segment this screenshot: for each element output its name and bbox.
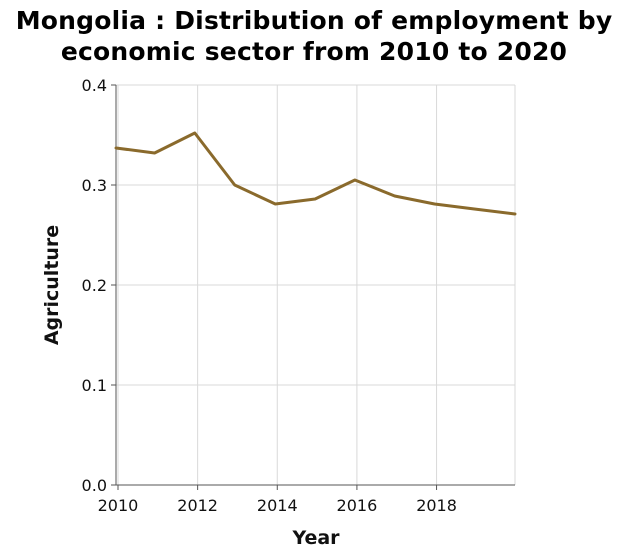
data-point [233, 184, 236, 187]
x-tick-label: 2012 [177, 496, 218, 515]
y-tick-label: 0.4 [82, 76, 107, 95]
data-point [115, 147, 118, 150]
x-axis-title: Year [291, 527, 340, 549]
y-axis-title: Agriculture [41, 225, 63, 345]
chart-title-line-1: Mongolia : Distribution of employment by [15, 6, 613, 35]
tick-labels: 0.0 0.1 0.2 0.3 0.4 2010 2012 2014 2016 2018 [82, 76, 457, 515]
data-point [433, 203, 436, 206]
y-tick-label: 0.3 [82, 176, 107, 195]
x-tick-label: 2014 [257, 496, 298, 515]
data-point [514, 213, 517, 216]
data-point [193, 132, 196, 135]
data-point [314, 198, 317, 201]
data-point [393, 195, 396, 198]
y-tick-label: 0.0 [82, 476, 107, 495]
y-tick-label: 0.2 [82, 276, 107, 295]
axes [111, 84, 515, 490]
x-tick-label: 2018 [416, 496, 457, 515]
x-tick-label: 2010 [98, 496, 139, 515]
y-tick-label: 0.1 [82, 376, 107, 395]
chart-title-line-2: economic sector from 2010 to 2020 [60, 37, 568, 66]
agriculture-line [114, 131, 517, 216]
x-tick-label: 2016 [337, 496, 378, 515]
data-point [473, 208, 476, 211]
grid [116, 84, 516, 486]
data-point [274, 203, 277, 206]
data-point [353, 179, 356, 182]
series [114, 131, 517, 216]
data-point [153, 152, 156, 155]
